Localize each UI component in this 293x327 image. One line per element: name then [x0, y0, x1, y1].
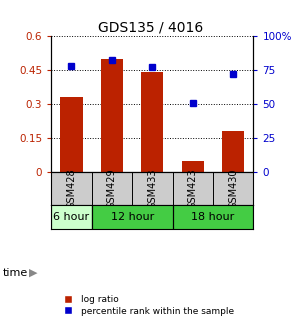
Text: GSM423: GSM423: [188, 168, 198, 209]
Legend: log ratio, percentile rank within the sample: log ratio, percentile rank within the sa…: [56, 292, 238, 319]
Text: 18 hour: 18 hour: [191, 212, 235, 222]
Text: ▶: ▶: [29, 268, 38, 278]
Text: GSM428: GSM428: [67, 168, 76, 209]
Bar: [141, 72, 163, 172]
Bar: [60, 97, 83, 172]
Text: time: time: [3, 268, 28, 278]
Text: GSM430: GSM430: [228, 168, 238, 209]
Text: 6 hour: 6 hour: [53, 212, 90, 222]
Bar: [222, 131, 244, 172]
Text: 12 hour: 12 hour: [110, 212, 154, 222]
Bar: [101, 59, 123, 172]
Text: GSM429: GSM429: [107, 168, 117, 209]
Text: GDS135 / 4016: GDS135 / 4016: [98, 21, 204, 35]
Text: GSM433: GSM433: [147, 168, 157, 209]
Bar: [182, 161, 204, 172]
